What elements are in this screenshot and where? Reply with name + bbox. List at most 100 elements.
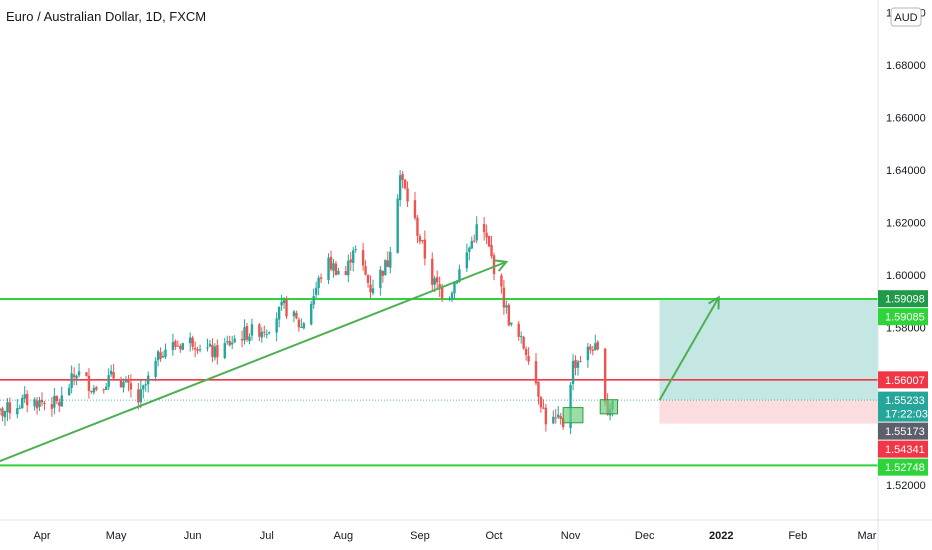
- symbol-title[interactable]: Euro / Australian Dollar, 1D, FXCM: [6, 9, 206, 24]
- candle-body: [258, 324, 261, 337]
- candle-body: [58, 402, 61, 406]
- candle-body: [109, 370, 113, 375]
- drawings[interactable]: [0, 259, 720, 464]
- candle-body: [159, 352, 162, 359]
- time-tick-label: Aug: [334, 530, 354, 542]
- candle-body: [594, 343, 597, 351]
- candle-body: [8, 402, 12, 414]
- candle-body: [510, 322, 513, 325]
- candle-body: [482, 224, 486, 233]
- candle-body: [223, 343, 226, 358]
- currency-label: AUD: [894, 12, 917, 24]
- candle-body: [129, 383, 133, 390]
- candle-body: [487, 235, 491, 247]
- candle-body: [38, 399, 41, 407]
- candle-body: [206, 347, 209, 349]
- candle-body: [226, 341, 229, 343]
- price-badge: [878, 422, 928, 440]
- candle-body: [352, 250, 355, 263]
- candle-body: [576, 361, 580, 368]
- candle-body: [519, 336, 523, 338]
- candle-body: [211, 344, 214, 357]
- candle-body: [282, 299, 286, 304]
- candle-body: [23, 394, 26, 399]
- candle-body: [327, 257, 330, 281]
- candle-body: [559, 416, 562, 420]
- candle-body: [302, 323, 306, 329]
- price-badge-label: 1.55173: [885, 426, 925, 438]
- time-tick-label: May: [106, 530, 127, 542]
- candle-body: [505, 305, 508, 308]
- time-tick-label: Dec: [635, 530, 655, 542]
- stop-zone[interactable]: [659, 400, 879, 424]
- candle-body: [43, 403, 46, 405]
- candle-body: [263, 331, 266, 333]
- candle-body: [70, 373, 73, 388]
- candle-body: [161, 356, 165, 358]
- candle-body: [171, 342, 175, 351]
- candle-body: [596, 341, 599, 350]
- candle-body: [557, 414, 560, 418]
- trendline[interactable]: [0, 260, 507, 464]
- candle-body: [527, 355, 530, 362]
- candle-body: [450, 292, 454, 300]
- currency-box[interactable]: [890, 7, 922, 27]
- candle-body: [398, 175, 402, 201]
- candle-body: [208, 343, 212, 347]
- price-badge-label: 1.56007: [885, 375, 925, 387]
- candle-body: [314, 287, 318, 295]
- candle-body: [386, 260, 389, 267]
- highlight-box[interactable]: [599, 399, 619, 415]
- highlight-box[interactable]: [562, 407, 584, 424]
- candle-body: [389, 252, 392, 268]
- candle-body: [310, 303, 313, 325]
- candle-body: [112, 372, 115, 379]
- countdown-label: 17:22:03: [885, 409, 928, 421]
- candle-body: [492, 255, 496, 275]
- candle-body: [142, 385, 145, 390]
- candle-body: [243, 327, 246, 341]
- candle-body: [475, 224, 478, 241]
- candle-body: [154, 360, 157, 377]
- candle-body: [119, 379, 123, 388]
- price-tick-label: 1.66000: [886, 113, 926, 125]
- price-badge: [878, 371, 928, 389]
- candle-body: [465, 252, 469, 269]
- candle-body: [216, 345, 219, 358]
- projection-arrow[interactable]: [658, 296, 720, 401]
- horizontal-levels[interactable]: [0, 298, 878, 467]
- candle-body: [196, 349, 199, 351]
- candle-body: [285, 299, 288, 317]
- candle-body: [147, 375, 150, 385]
- candle-body: [539, 397, 543, 408]
- candle-body: [371, 288, 375, 294]
- price-badge-label: 1.59098: [885, 294, 925, 306]
- candle-body: [25, 393, 29, 406]
- candle-body: [534, 361, 538, 384]
- price-tick-label: 1.60000: [886, 270, 926, 282]
- candle-body: [72, 374, 76, 378]
- candle-body: [384, 259, 387, 276]
- candle-body: [406, 188, 409, 202]
- time-tick-label: Sep: [410, 530, 430, 542]
- target-zone[interactable]: [659, 299, 879, 401]
- candle-body: [423, 239, 427, 259]
- candle-body: [317, 277, 320, 288]
- candle-body: [522, 336, 525, 349]
- candle-body: [500, 275, 503, 287]
- candle-body: [440, 288, 444, 299]
- candle-body: [468, 247, 471, 252]
- candle-body: [418, 236, 422, 242]
- candle-body: [448, 298, 451, 300]
- time-axis[interactable]: Apr May Jun Jul Aug Sep Oct Nov Dec 2022 Feb Mar: [0, 519, 932, 542]
- candle-body: [164, 349, 167, 358]
- candle-body: [347, 260, 350, 276]
- candle-body: [490, 244, 493, 257]
- candle-body: [60, 395, 63, 407]
- candle-body: [198, 349, 202, 351]
- candle-body: [127, 379, 130, 384]
- time-tick-label: Nov: [561, 530, 581, 542]
- candle-body: [354, 249, 357, 251]
- time-tick-label: Feb: [788, 530, 807, 542]
